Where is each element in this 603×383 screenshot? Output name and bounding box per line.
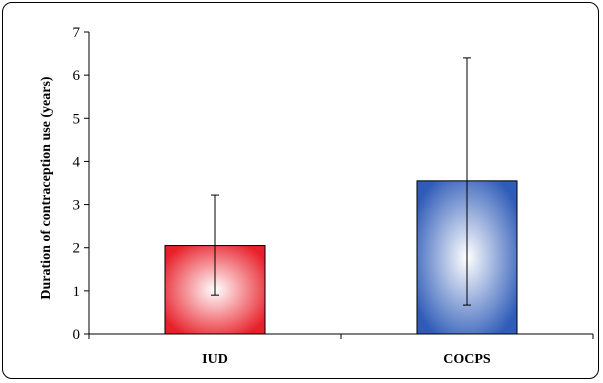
- y-tick-label: 7: [73, 25, 81, 41]
- y-tick-label: 0: [73, 327, 81, 343]
- x-category-label: COCPS: [443, 352, 491, 367]
- error-bars-layer: [211, 57, 471, 306]
- y-tick-label: 1: [73, 284, 81, 300]
- y-tick-label: 5: [73, 111, 81, 127]
- y-ticks: 0 1 2 3 4 5 6 7: [73, 25, 594, 343]
- bars-layer: [164, 180, 518, 335]
- x-category-label: IUD: [202, 352, 228, 367]
- y-tick-label: 3: [73, 198, 81, 214]
- y-tick-label: 4: [73, 154, 81, 170]
- x-category-labels: IUD COCPS: [202, 352, 491, 367]
- y-tick-label: 2: [73, 241, 81, 257]
- y-tick-label: 6: [73, 68, 81, 84]
- y-axis-title: Duration of contraception use (years): [39, 76, 54, 300]
